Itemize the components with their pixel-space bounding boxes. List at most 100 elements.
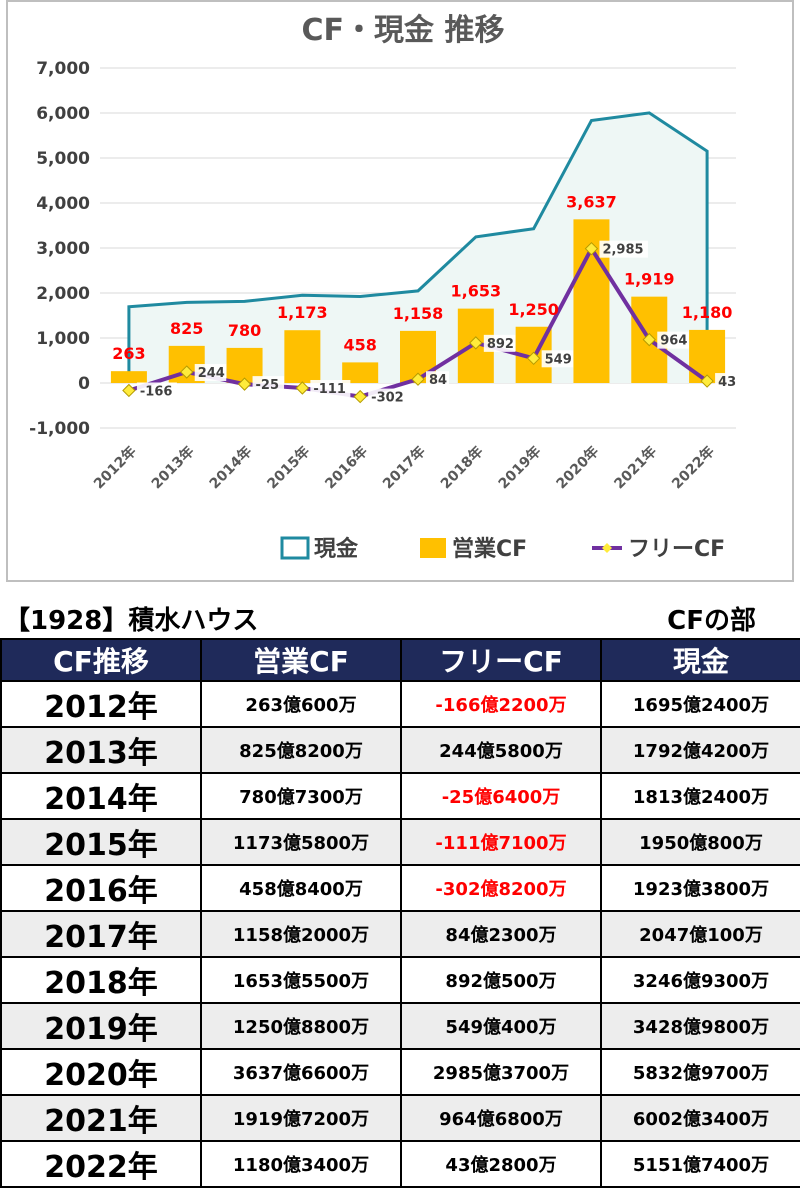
free-cf-marker [411,372,425,386]
free-cf-label: 43 [718,375,736,390]
free-cf-cell: 84億2300万 [400,910,602,958]
y-tick-label: 3,000 [36,239,90,259]
cash-cell: 6002億3400万 [600,1094,800,1142]
year-cell: 2018年 [0,956,202,1004]
free-cf-label: -111 [313,382,346,397]
header-cash: 現金 [600,638,800,682]
free-cf-marker [180,365,194,379]
free-cf-marker [642,332,656,347]
x-tick-label: 2020年 [553,443,602,492]
free-cf-label: 549 [545,352,572,367]
header-cf-transition: CF推移 [0,638,202,682]
free-cf-label-bg [136,382,177,400]
cash-cell: 1923億3800万 [600,864,800,912]
free-cf-label: 2,985 [602,243,643,258]
operating-cf-cell: 1250億8800万 [200,1002,402,1050]
table-row: 2017年 1158億2000万 84億2300万 2047億100万 [0,910,800,958]
year-cell: 2015年 [0,818,202,866]
chart-title: CF・現金 推移 [302,13,505,48]
operating-cf-cell: 1919億7200万 [200,1094,402,1142]
operating-cf-label: 825 [170,319,203,338]
free-cf-marker [237,377,252,391]
year-cell: 2017年 [0,910,202,958]
cash-cell: 3246億9300万 [600,956,800,1004]
y-tick-label: 4,000 [36,194,90,214]
free-cf-label-bg [426,371,449,389]
x-tick-label: 2022年 [668,443,717,492]
legend-operating-cf-label: 営業CF [452,536,527,562]
x-tick-label: 2014年 [206,443,255,492]
free-cf-label-bg [483,334,516,352]
x-tick-label: 2018年 [437,443,486,492]
operating-cf-label: 3,637 [566,192,617,211]
section-title: CFの部 [667,606,756,636]
free-cf-cell: 2985億3700万 [400,1048,602,1096]
operating-cf-label: 1,919 [624,270,675,289]
operating-cf-cell: 780億7300万 [200,772,402,820]
operating-cf-bar [284,330,321,383]
table-row: 2018年 1653億5500万 892億500万 3246億9300万 [0,956,800,1004]
cash-cell: 1950億800万 [600,818,800,866]
x-tick-label: 2012年 [90,443,139,492]
cash-cell: 2047億100万 [600,910,800,958]
chart-frame: CF・現金 推移 263 825 780 1,173 458 1,158 1,653 1,25… [6,0,794,582]
cash-cell: 1813億2400万 [600,772,800,820]
operating-cf-label: 458 [343,335,376,354]
legend-free-cf-marker [602,543,612,553]
free-cf-label-bg [599,240,648,258]
free-cf-marker [122,383,136,398]
year-cell: 2022年 [0,1140,202,1188]
year-cell: 2014年 [0,772,202,820]
company-title: 【1928】積水ハウス [4,606,259,636]
table-row: 2012年 263億600万 -166億2200万 1695億2400万 [0,680,800,728]
cash-area-line [127,111,709,383]
free-cf-marker [353,389,367,404]
free-cf-cell: 549億400万 [400,1002,602,1050]
header-operating-cf: 営業CF [200,638,402,682]
legend-cash-label: 現金 [314,536,359,562]
free-cf-cell: 244億5800万 [400,726,602,774]
legend-cash-swatch [280,536,310,560]
operating-cf-bar [342,362,379,383]
free-cf-marker [469,336,483,350]
header-free-cf: フリーCF [400,638,602,682]
operating-cf-cell: 3637億6600万 [200,1048,402,1096]
y-tick-label: 7,000 [36,59,90,79]
x-tick-label: 2015年 [264,443,313,492]
free-cf-label-bg [541,350,574,368]
free-cf-label: 892 [487,337,514,352]
cash-area-fill [128,112,708,383]
free-cf-cell: -111億7100万 [400,818,602,866]
operating-cf-cell: 825億8200万 [200,726,402,774]
free-cf-cell: 43億2800万 [400,1140,602,1188]
free-cf-marker [584,241,599,256]
free-cf-cell: -302億8200万 [400,864,602,912]
operating-cf-cell: 1173億5800万 [200,818,402,866]
year-cell: 2016年 [0,864,202,912]
x-tick-label: 2013年 [148,443,197,492]
operating-cf-label: 1,653 [451,282,502,301]
operating-cf-label: 1,180 [682,303,733,322]
operating-cf-cell: 1653億5500万 [200,956,402,1004]
operating-cf-cell: 1180億3400万 [200,1140,402,1188]
legend-operating-cf-swatch [420,538,446,558]
year-cell: 2021年 [0,1094,202,1142]
table-row: 2022年 1180億3400万 43億2800万 5151億7400万 [0,1140,800,1188]
cash-cell: 1695億2400万 [600,680,800,728]
free-cf-label: -166 [140,384,173,399]
legend-free-cf-label: フリーCF [628,537,725,562]
cash-cell: 5151億7400万 [600,1140,800,1188]
free-cf-label: -25 [256,378,280,393]
free-cf-marker [700,374,714,388]
operating-cf-label: 263 [112,344,145,363]
table-row: 2015年 1173億5800万 -111億7100万 1950億800万 [0,818,800,866]
free-cf-marker [526,351,541,366]
cash-cell: 5832億9700万 [600,1048,800,1096]
free-cf-label-bg [715,373,739,391]
operating-cf-label: 1,173 [277,303,328,322]
cf-cash-chart: CF・現金 推移 263 825 780 1,173 458 1,158 1,653 1,25… [29,13,739,562]
year-cell: 2013年 [0,726,202,774]
cf-table: CF推移 営業CF フリーCF 現金 2012年 263億600万 -166億220… [0,638,800,1188]
table-row: 2021年 1919億7200万 964億6800万 6002億3400万 [0,1094,800,1142]
free-cf-label: 84 [429,373,447,388]
